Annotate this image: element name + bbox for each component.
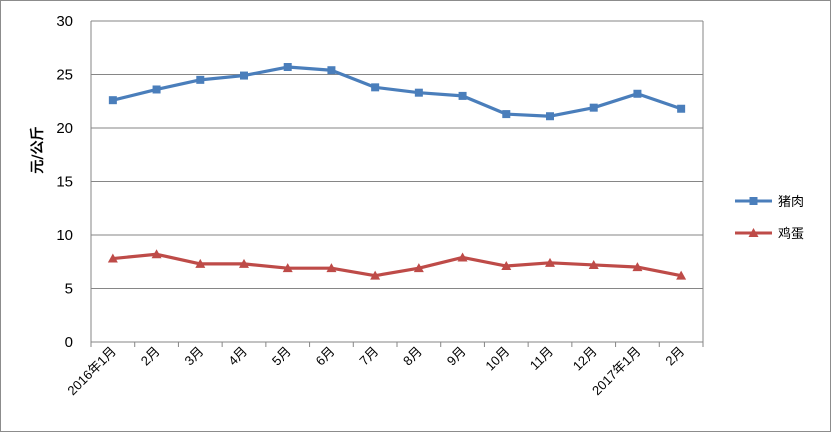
data-point (327, 66, 336, 75)
y-tick-label: 20 (56, 120, 73, 137)
data-point (501, 261, 512, 271)
data-point (326, 263, 337, 273)
data-point (589, 103, 598, 112)
legend-marker (749, 197, 758, 205)
data-point (371, 83, 380, 92)
legend-label: 猪肉 (778, 195, 804, 210)
data-point (677, 104, 686, 113)
data-point (633, 89, 642, 98)
y-tick-label: 10 (56, 227, 73, 244)
legend-marker (748, 228, 759, 237)
y-tick-label: 15 (56, 174, 73, 191)
series-pork (108, 63, 686, 121)
x-tick-label: 2月 (662, 344, 687, 369)
x-tick-label: 7月 (356, 344, 381, 369)
data-point (283, 63, 292, 72)
data-point (107, 253, 118, 263)
x-tick-label: 4月 (225, 344, 250, 369)
x-tick-label: 6月 (313, 344, 338, 369)
data-point (414, 88, 423, 97)
data-point (108, 96, 117, 105)
data-point (196, 75, 205, 84)
x-tick-label: 3月 (181, 344, 206, 369)
legend-label: 鸡蛋 (778, 226, 804, 242)
data-point (546, 112, 554, 121)
x-tick-label: 5月 (269, 344, 294, 369)
y-tick-label: 25 (56, 67, 73, 84)
series-layer (107, 63, 687, 280)
data-point (370, 270, 381, 280)
series-egg (107, 249, 687, 280)
x-tick-label: 9月 (444, 344, 469, 369)
y-axis-title: 元/公斤 (29, 126, 46, 173)
data-point (240, 71, 248, 80)
gridlines (90, 20, 704, 343)
data-point (545, 257, 555, 267)
data-point (195, 258, 206, 268)
x-tick-label: 11月 (527, 344, 556, 373)
x-tick-label: 8月 (400, 344, 425, 369)
x-tick-label: 2月 (138, 344, 163, 369)
y-tick-label: 5 (65, 281, 73, 298)
series-line (112, 252, 682, 278)
series-line (112, 65, 682, 118)
y-axis-ticks: 0 5 10 15 20 25 30 (56, 13, 73, 351)
data-point (632, 262, 643, 272)
data-point (457, 252, 468, 262)
x-tick-label: 10月 (482, 344, 512, 374)
data-point (151, 249, 162, 259)
x-tick-label: 2016年1月 (64, 344, 119, 399)
data-point (239, 258, 249, 268)
y-tick-label: 30 (56, 13, 73, 30)
data-point (588, 259, 599, 269)
data-point (282, 263, 293, 273)
x-tick-label: 12月 (570, 344, 600, 374)
data-point (502, 110, 511, 119)
data-point (676, 270, 687, 280)
data-point (413, 263, 424, 273)
data-point (458, 91, 467, 100)
y-tick-label: 0 (65, 334, 73, 351)
data-point (152, 85, 161, 94)
